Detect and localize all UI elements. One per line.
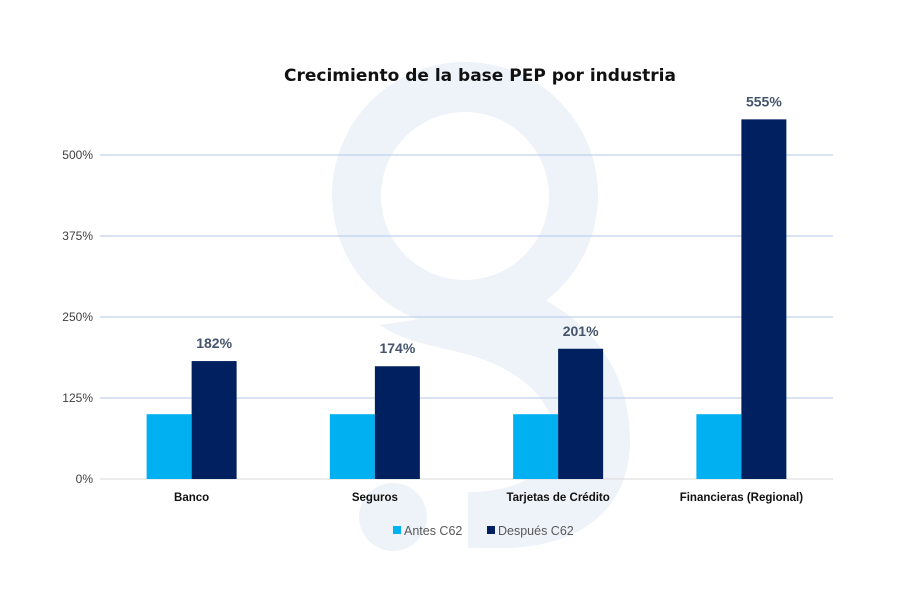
y-axis-ticks: 0% 125% 250% 375% 500%	[62, 148, 93, 486]
bar-antes-c62-2	[513, 414, 559, 479]
legend: Antes C62 Después C62	[393, 524, 574, 538]
x-axis-ticks: Banco Seguros Tarjetas de Crédito Financier…	[174, 492, 803, 504]
x-tick-label: Tarjetas de Crédito	[506, 492, 609, 504]
y-tick-label: 125%	[62, 391, 93, 405]
legend-swatch	[487, 526, 495, 534]
data-labels: 182% 174% 201% 555%	[196, 93, 782, 356]
y-tick-label: 0%	[76, 472, 94, 486]
chart-title: Crecimiento de la base PEP por industria	[284, 66, 676, 86]
x-tick-label: Financieras (Regional)	[680, 492, 804, 504]
bar-despu-s-c62-0	[191, 361, 237, 479]
bar-despu-s-c62-2	[558, 348, 604, 479]
bar-antes-c62-0	[146, 414, 192, 479]
watermark-ring	[332, 62, 599, 328]
bar-despu-s-c62-3	[741, 119, 787, 480]
x-tick-label: Seguros	[352, 492, 398, 504]
bar-despu-s-c62-1	[374, 366, 420, 479]
data-label: 174%	[379, 340, 415, 356]
watermark-dot	[359, 483, 427, 551]
y-tick-label: 375%	[62, 229, 93, 243]
data-label: 201%	[563, 323, 599, 339]
legend-label: Antes C62	[404, 524, 462, 538]
bar-antes-c62-1	[329, 414, 375, 479]
y-tick-label: 250%	[62, 310, 93, 324]
data-label: 555%	[746, 93, 782, 109]
data-label: 182%	[196, 335, 232, 351]
bar-antes-c62-3	[696, 414, 742, 479]
legend-swatch	[393, 526, 401, 534]
legend-label: Después C62	[498, 524, 574, 538]
x-tick-label: Banco	[174, 492, 209, 504]
bars	[146, 119, 787, 480]
y-tick-label: 500%	[62, 148, 93, 162]
